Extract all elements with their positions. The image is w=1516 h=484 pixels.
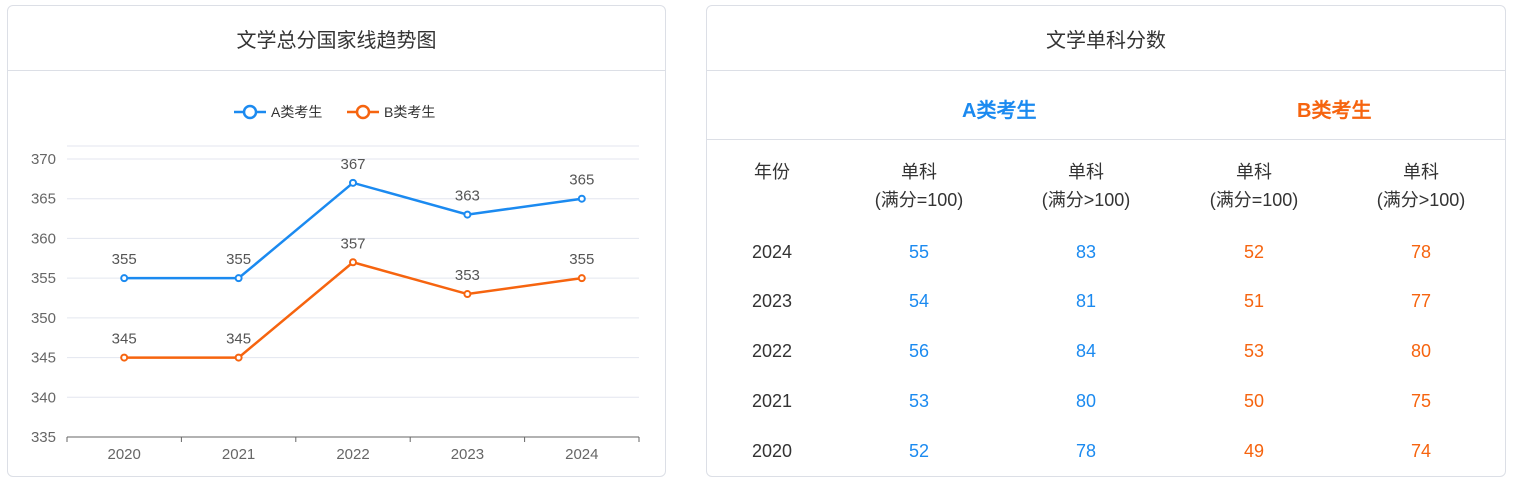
cell-year: 2024 xyxy=(751,242,793,262)
y-tick-label: 345 xyxy=(31,350,56,367)
cell-agt100: 81 xyxy=(1075,291,1097,311)
trend-chart-card: 文学总分国家线趋势图 335 340 345 350 355 360 365 370 2020 2… xyxy=(7,5,666,477)
data-label: 365 xyxy=(569,172,594,189)
legend-marker xyxy=(242,104,258,120)
header-line: (满分=100) xyxy=(1209,190,1299,210)
header-b-single-100: 单科 (满分=100) xyxy=(1174,158,1334,214)
legend-label: B类考生 xyxy=(384,104,435,120)
header-line: (满分>100) xyxy=(1041,190,1131,210)
cell-b100: 50 xyxy=(1243,391,1265,411)
header-line: (满分>100) xyxy=(1376,190,1466,210)
data-point xyxy=(577,274,586,283)
cell-bgt100: 78 xyxy=(1410,242,1432,262)
series-line xyxy=(124,260,582,359)
x-tick-label: 2020 xyxy=(108,446,141,463)
header-line: 单科 xyxy=(1236,162,1272,182)
data-point xyxy=(120,274,129,283)
data-point xyxy=(234,274,243,283)
legend-label: A类考生 xyxy=(271,104,322,120)
data-point xyxy=(120,353,129,362)
cell-agt100: 78 xyxy=(1075,441,1097,461)
category-row: A类考生 B类考生 xyxy=(707,72,1505,140)
x-tick-label: 2022 xyxy=(336,446,369,463)
y-tick-label: 360 xyxy=(31,230,56,247)
header-a-single-100: 单科 (满分=100) xyxy=(839,158,999,214)
data-label: 355 xyxy=(226,251,251,268)
cell-a100: 55 xyxy=(908,242,930,262)
header-a-single-gt100: 单科 (满分>100) xyxy=(1006,158,1166,214)
cell-a100: 52 xyxy=(908,441,930,461)
y-tick-label: 335 xyxy=(31,429,56,446)
header-line: 单科 xyxy=(1068,162,1104,182)
y-tick-label: 355 xyxy=(31,270,56,287)
line-chart: 335 340 345 350 355 360 365 370 2020 2021 2022 2023… xyxy=(31,104,640,463)
data-point xyxy=(349,258,357,267)
single-subject-card: 文学单科分数 A类考生 B类考生 年份 单科 (满分=100) 单科 (满分>1… xyxy=(706,5,1506,477)
header-line: (满分=100) xyxy=(874,190,964,210)
category-a-label: A类考生 xyxy=(962,100,1037,122)
y-tick-label: 350 xyxy=(31,310,56,327)
table-title: 文学单科分数 xyxy=(707,6,1505,71)
data-point xyxy=(577,194,586,203)
data-point xyxy=(234,353,243,362)
data-label: 355 xyxy=(112,251,137,268)
x-tick-label: 2021 xyxy=(222,446,255,463)
data-point xyxy=(463,290,472,299)
cell-b100: 53 xyxy=(1243,341,1265,361)
header-year: 年份 xyxy=(754,162,790,182)
y-tick-label: 340 xyxy=(31,389,56,406)
y-tick-label: 365 xyxy=(31,191,56,208)
x-tick-label: 2023 xyxy=(451,446,484,463)
data-label: 345 xyxy=(112,331,137,348)
data-label: 353 xyxy=(455,267,480,284)
data-point xyxy=(349,178,357,187)
data-label: 363 xyxy=(455,188,480,205)
y-tick-label: 370 xyxy=(31,151,56,168)
cell-bgt100: 77 xyxy=(1410,291,1432,311)
header-b-single-gt100: 单科 (满分>100) xyxy=(1341,158,1501,214)
cell-b100: 49 xyxy=(1243,441,1265,461)
cell-year: 2021 xyxy=(751,391,793,411)
cell-year: 2022 xyxy=(751,341,793,361)
data-label: 367 xyxy=(340,156,365,173)
data-label: 357 xyxy=(340,235,365,252)
cell-agt100: 84 xyxy=(1075,341,1097,361)
cell-agt100: 83 xyxy=(1075,242,1097,262)
cell-bgt100: 75 xyxy=(1410,391,1432,411)
data-label: 355 xyxy=(569,251,594,268)
cell-bgt100: 74 xyxy=(1410,441,1432,461)
header-line: 单科 xyxy=(1403,162,1439,182)
cell-year: 2023 xyxy=(751,291,793,311)
x-tick-label: 2024 xyxy=(565,446,598,463)
category-b-label: B类考生 xyxy=(1297,100,1372,122)
cell-bgt100: 80 xyxy=(1410,341,1432,361)
cell-b100: 52 xyxy=(1243,242,1265,262)
cell-a100: 54 xyxy=(908,291,930,311)
cell-a100: 56 xyxy=(908,341,930,361)
data-point xyxy=(463,210,472,219)
cell-year: 2020 xyxy=(751,441,793,461)
header-line: 单科 xyxy=(901,162,937,182)
cell-agt100: 80 xyxy=(1075,391,1097,411)
cell-a100: 53 xyxy=(908,391,930,411)
data-label: 345 xyxy=(226,331,251,348)
chart-title: 文学总分国家线趋势图 xyxy=(8,6,665,71)
legend-marker xyxy=(355,104,371,120)
cell-b100: 51 xyxy=(1243,291,1265,311)
